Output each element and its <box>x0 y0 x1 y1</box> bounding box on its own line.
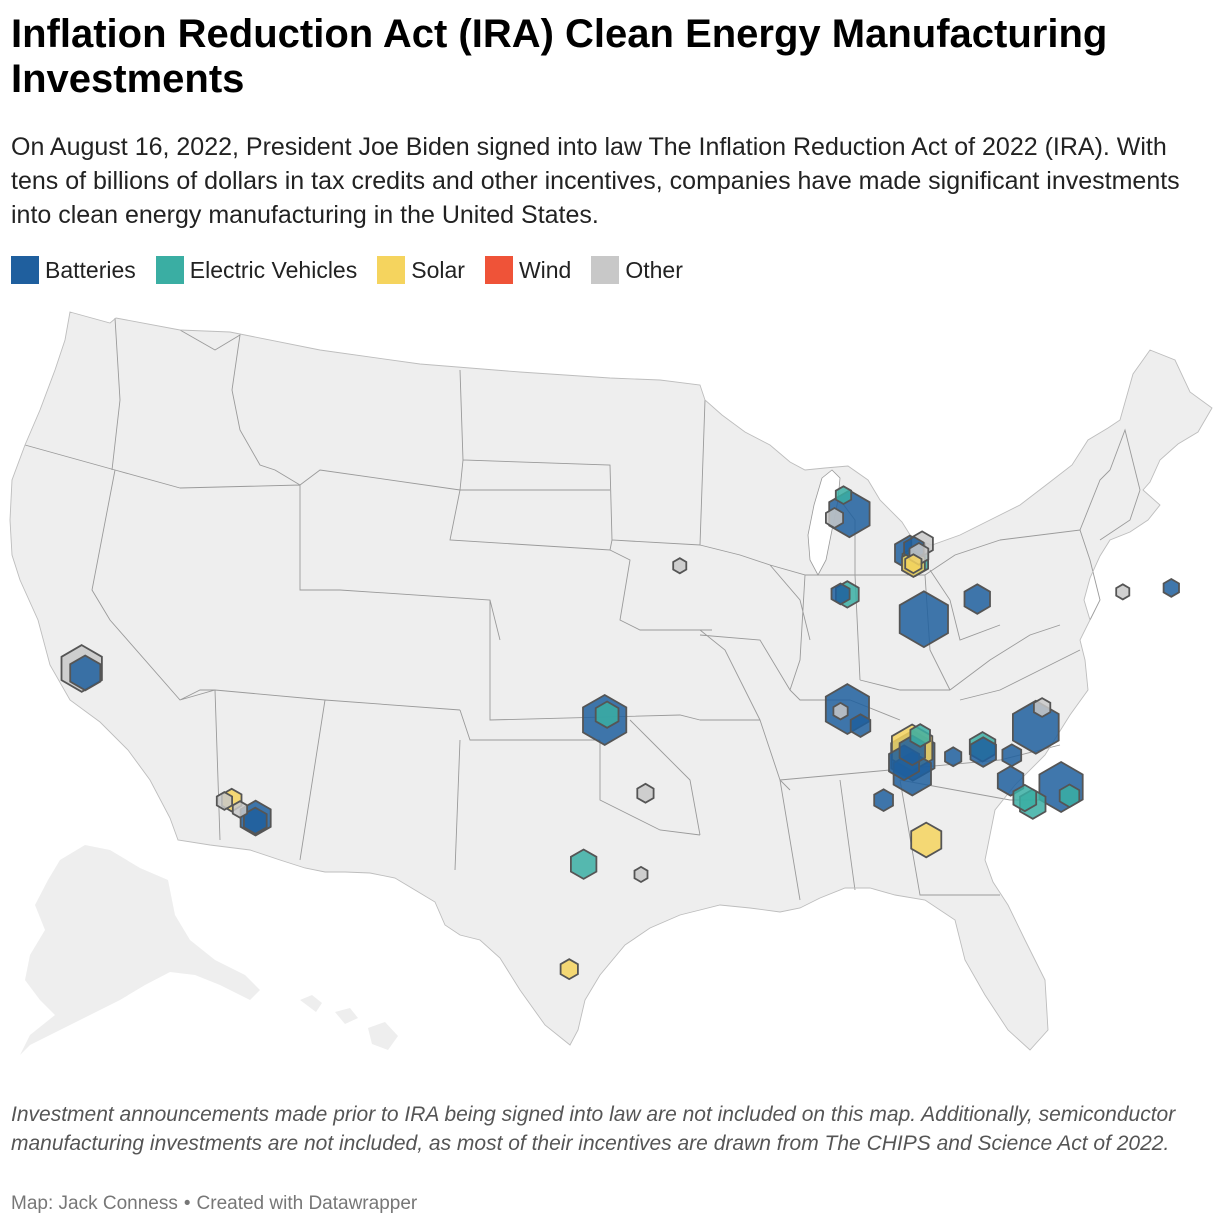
credit-line: Map: Jack Conness • Created with Datawrapp… <box>11 1193 417 1215</box>
legend-item-other: Other <box>591 256 683 284</box>
hexbin-other[interactable] <box>672 557 688 575</box>
hawaii <box>300 995 398 1050</box>
legend-label-other: Other <box>625 256 683 283</box>
hexbin-other[interactable] <box>636 782 655 804</box>
us-map <box>9 311 1213 1055</box>
hexbin-other[interactable] <box>633 865 649 884</box>
hexbin-other[interactable] <box>825 506 844 529</box>
legend-item-solar: Solar <box>377 256 465 284</box>
hexbin-batteries[interactable] <box>996 765 1025 797</box>
hexbin-other[interactable] <box>1115 583 1131 601</box>
hexbin-batteries[interactable] <box>849 713 872 738</box>
legend-label-electric-vehicles: Electric Vehicles <box>189 256 358 283</box>
legend-swatch-batteries <box>11 256 39 284</box>
credit-separator: • <box>183 1193 191 1214</box>
chart-title: Inflation Reduction Act (IRA) Clean Ener… <box>11 12 1108 101</box>
legend-swatch-wind <box>484 256 513 284</box>
hexbin-batteries[interactable] <box>830 582 851 606</box>
legend-label-wind: Wind <box>518 256 572 283</box>
hexbin-electric-vehicles[interactable] <box>834 485 853 506</box>
credit-tool: Created with Datawrapper <box>196 1193 418 1214</box>
legend-swatch-solar <box>377 256 406 284</box>
chart-subtitle: On August 16, 2022, President Joe Biden … <box>11 133 1180 229</box>
hexbin-other[interactable] <box>215 791 233 811</box>
legend: Batteries Electric Vehicles Solar Wind O… <box>11 254 703 286</box>
legend-label-batteries: Batteries <box>45 256 136 283</box>
hexbin-batteries[interactable] <box>963 583 991 615</box>
hexbin-batteries[interactable] <box>969 736 997 768</box>
lake-michigan <box>807 469 841 576</box>
alaska <box>20 845 260 1055</box>
border-lines <box>24 317 1141 901</box>
state-borders <box>9 311 1213 1051</box>
coastline-outline <box>9 311 1213 1051</box>
us-land <box>10 312 1212 1055</box>
hexbin-other[interactable] <box>1033 697 1052 718</box>
legend-item-electric-vehicles: Electric Vehicles <box>155 256 358 284</box>
hexbin-batteries[interactable] <box>873 788 894 813</box>
hexbin-electric-vehicles[interactable] <box>570 848 598 880</box>
hexbin-batteries[interactable] <box>1001 743 1023 768</box>
legend-item-wind: Wind <box>484 256 572 284</box>
credit-map: Map: Jack Conness <box>11 1193 178 1214</box>
hexbin-solar[interactable] <box>904 553 923 575</box>
hexbin-batteries[interactable] <box>69 654 102 692</box>
hexbin-batteries[interactable] <box>1162 577 1180 598</box>
hexbin-other[interactable] <box>231 800 248 819</box>
lake-michigan-shape <box>807 469 841 576</box>
hexbin-electric-vehicles[interactable] <box>594 700 620 729</box>
hexbin-electric-vehicles[interactable] <box>1058 783 1081 809</box>
legend-swatch-electric-vehicles <box>155 256 184 284</box>
hexbin-other[interactable] <box>832 701 849 721</box>
hexbin-batteries[interactable] <box>944 746 963 768</box>
hexbin-electric-vehicles[interactable] <box>1012 783 1038 813</box>
hexbin-electric-vehicles[interactable] <box>909 723 931 748</box>
investment-hexbins <box>60 485 1180 981</box>
legend-swatch-other <box>591 256 620 284</box>
contiguous-us-outline <box>10 312 1212 1050</box>
hexbin-batteries[interactable] <box>898 590 949 649</box>
footer-note: Investment announcements made prior to I… <box>11 1103 1176 1155</box>
legend-item-batteries: Batteries <box>11 256 136 284</box>
hexbin-solar[interactable] <box>910 821 943 859</box>
legend-label-solar: Solar <box>411 256 465 283</box>
hexbin-solar[interactable] <box>559 958 579 981</box>
